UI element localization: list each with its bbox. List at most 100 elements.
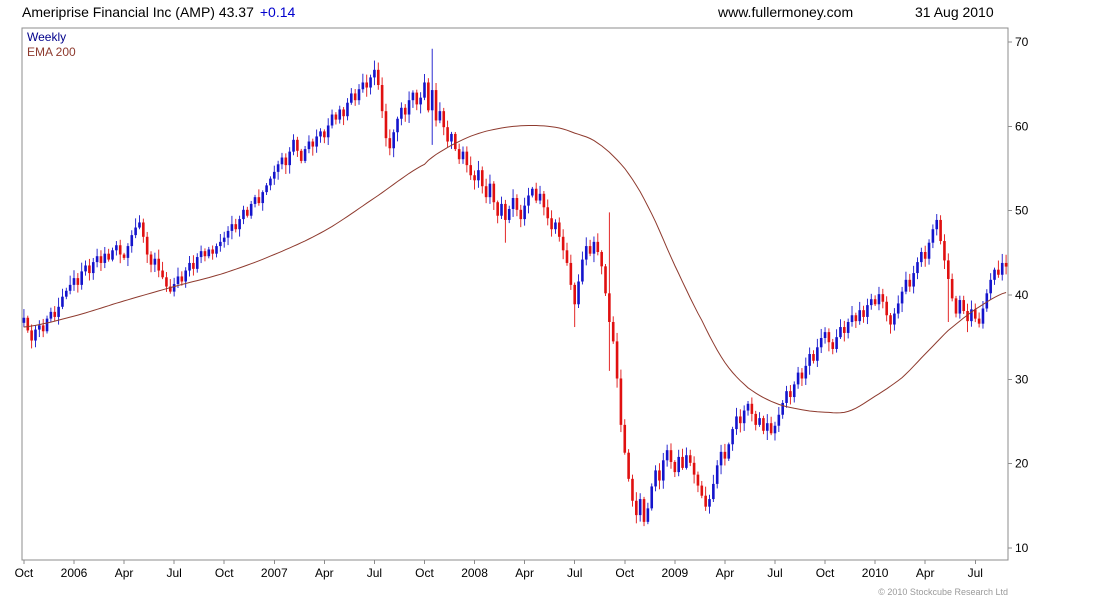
candle-body: [326, 125, 330, 138]
candle-body: [373, 69, 376, 78]
candle-body: [635, 500, 638, 516]
candle-body: [615, 341, 619, 379]
candle-body: [184, 270, 187, 282]
candle-body: [831, 342, 835, 349]
candle-body: [176, 276, 180, 285]
candle-body: [627, 452, 630, 479]
candle-body: [642, 499, 646, 522]
candle-body: [403, 107, 407, 115]
candle-body: [839, 327, 842, 338]
candle-body: [384, 111, 388, 139]
candle-body: [188, 262, 191, 271]
candle-body: [769, 423, 773, 434]
candle-body: [947, 260, 950, 279]
candle-body: [846, 321, 850, 333]
candle-body: [504, 203, 507, 220]
candle-body: [507, 208, 511, 220]
candle-body: [873, 299, 877, 305]
candle-body: [989, 279, 992, 294]
candle-body: [843, 327, 846, 333]
candle-body: [203, 251, 207, 257]
candle-body: [357, 89, 361, 101]
candle-body: [269, 178, 272, 186]
candle-body: [153, 258, 157, 265]
candle-body: [511, 198, 515, 209]
candle-body: [908, 279, 912, 287]
candle-body: [923, 251, 927, 259]
candle-body: [26, 317, 30, 331]
candle-body: [997, 269, 1000, 275]
candle-body: [419, 97, 422, 105]
candle-body: [226, 230, 230, 238]
candle-body: [234, 224, 238, 230]
candle-body: [315, 136, 318, 147]
y-tick-label: 60: [1015, 119, 1029, 133]
candle-body: [765, 423, 769, 431]
candle-body: [84, 265, 87, 272]
candle-body: [973, 309, 977, 319]
x-tick-label: 2007: [261, 566, 288, 580]
candle-body: [704, 495, 707, 507]
candle-body: [977, 318, 981, 324]
x-tick-label: Oct: [215, 566, 234, 580]
candle-body: [623, 424, 627, 453]
candle-body: [38, 325, 41, 330]
price-change: +0.14: [259, 4, 296, 20]
candle-body: [454, 133, 457, 150]
candle-body: [735, 416, 738, 430]
candle-body: [103, 253, 107, 263]
x-tick-label: Apr: [115, 566, 134, 580]
candle-body: [561, 236, 565, 251]
candle-body: [939, 219, 942, 242]
candle-body: [531, 188, 534, 196]
candle-body: [353, 93, 357, 101]
candle-body: [99, 256, 103, 263]
candle-body: [773, 425, 777, 434]
candle-body: [469, 165, 473, 176]
x-tick-label: Jul: [968, 566, 983, 580]
candle-body: [677, 456, 680, 473]
candle-body: [53, 311, 57, 317]
candle-body: [415, 92, 419, 105]
candle-body: [958, 300, 962, 314]
y-tick-label: 70: [1015, 35, 1029, 49]
candle-body: [804, 365, 808, 379]
x-tick-label: Jul: [767, 566, 782, 580]
candle-body: [681, 456, 684, 468]
candle-body: [619, 378, 623, 425]
x-tick-label: Apr: [916, 566, 935, 580]
candle-body: [877, 294, 881, 305]
x-tick-label: 2008: [461, 566, 488, 580]
candle-body: [523, 205, 526, 220]
candle-body: [800, 372, 804, 379]
candle-body: [669, 450, 673, 462]
candle-body: [858, 310, 862, 322]
candle-body: [446, 127, 449, 142]
candle-body: [118, 245, 122, 255]
candle-body: [604, 266, 607, 294]
candle-body: [292, 139, 295, 152]
candle-body: [88, 265, 91, 274]
candle-body: [276, 164, 280, 172]
candle-body: [222, 237, 226, 242]
x-tick-label: Oct: [615, 566, 634, 580]
candle-body: [91, 262, 95, 274]
candle-body: [488, 183, 492, 198]
candle-body: [319, 131, 322, 137]
candle-body: [400, 107, 403, 119]
candle-body: [126, 246, 130, 258]
candle-body: [215, 246, 218, 254]
candle-body: [238, 219, 241, 230]
x-tick-label: Jul: [166, 566, 181, 580]
candle-body: [592, 241, 596, 254]
candle-body: [442, 111, 446, 128]
candle-body: [550, 218, 553, 230]
candle-body: [299, 150, 303, 161]
candle-body: [142, 222, 145, 237]
candle-body: [719, 451, 723, 466]
candle-body: [230, 224, 234, 231]
candle-body: [334, 114, 338, 120]
candle-body: [323, 131, 326, 138]
candle-body: [519, 209, 523, 220]
